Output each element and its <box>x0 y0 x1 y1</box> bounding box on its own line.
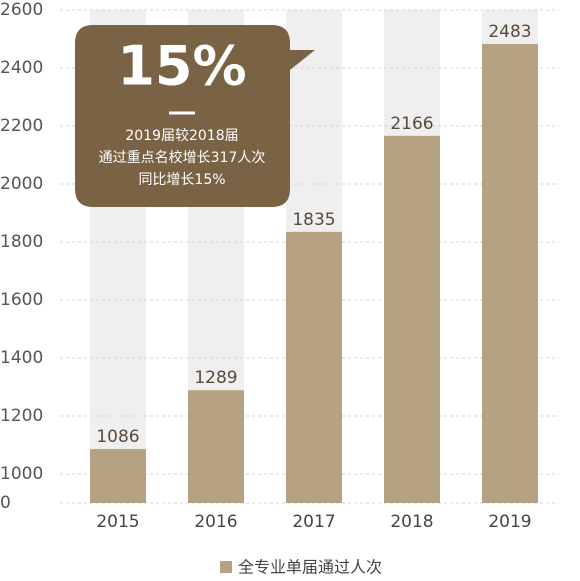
bar <box>384 135 440 504</box>
y-tick-label: 1400 <box>0 348 43 368</box>
callout-text: 同比增长15% <box>138 172 225 188</box>
y-tick-label: 2000 <box>0 174 43 194</box>
y-tick-label: 1800 <box>0 232 43 252</box>
x-tick-label: 2019 <box>488 512 531 532</box>
bar <box>482 43 538 504</box>
x-tick-label: 2017 <box>292 512 335 532</box>
bar <box>286 231 342 503</box>
value-label: 2166 <box>390 114 433 134</box>
y-tick-label: 2400 <box>0 58 43 78</box>
value-label: 1289 <box>194 368 237 388</box>
x-tick-label: 2016 <box>194 512 237 532</box>
y-tick-label: 2200 <box>0 116 43 136</box>
y-tick-label: 1000 <box>0 464 43 484</box>
x-tick-label: 2018 <box>390 512 433 532</box>
value-label: 1086 <box>96 427 139 447</box>
callout-headline: 15% <box>117 35 246 98</box>
y-tick-label: 1600 <box>0 290 43 310</box>
callout <box>75 25 315 207</box>
callout-text: 通过重点名校增长317人次 <box>99 149 266 166</box>
y-tick-label: 0 <box>0 493 11 513</box>
value-label: 1835 <box>292 210 335 230</box>
x-tick-label: 2015 <box>96 512 139 532</box>
y-tick-label: 1200 <box>0 406 43 426</box>
value-label: 2483 <box>488 22 531 42</box>
bar <box>188 390 244 503</box>
legend-label: 全专业单届通过人次 <box>238 558 382 577</box>
bar <box>90 449 146 503</box>
callout-text: 2019届较2018届 <box>125 128 238 144</box>
legend-swatch <box>220 561 232 573</box>
y-tick-label: 2600 <box>0 0 43 20</box>
